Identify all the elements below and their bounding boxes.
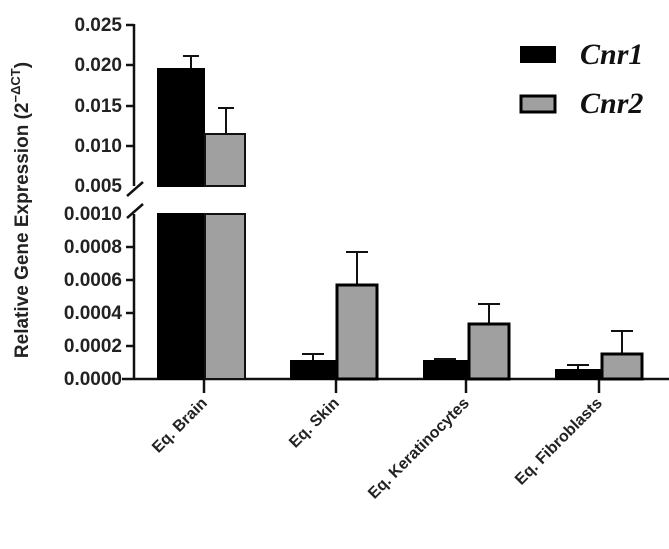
svg-text:0.025: 0.025	[74, 15, 122, 36]
svg-text:Eq. Skin: Eq. Skin	[286, 395, 343, 452]
y-ticks-upper: 0.005 0.010 0.015 0.020 0.025	[74, 15, 122, 197]
bar-cnr2-eq-brain	[204, 133, 246, 187]
bar-cnr2-eq-skin	[335, 283, 379, 381]
bar-cnr1-eq-skin	[290, 360, 337, 380]
svg-text:0.0004: 0.0004	[64, 303, 123, 324]
bar-group-eq-skin	[290, 251, 379, 381]
bar-cnr1-eq-brain	[157, 68, 205, 187]
bar-cnr2-eq-keratinocytes	[467, 322, 511, 381]
svg-text:0.0006: 0.0006	[64, 270, 122, 291]
svg-text:0.0008: 0.0008	[64, 237, 122, 258]
svg-text:0.020: 0.020	[74, 55, 122, 76]
bar-group-eq-brain	[157, 55, 246, 380]
legend-swatch-cnr2	[519, 94, 557, 114]
svg-text:Eq. Fibroblasts: Eq. Fibroblasts	[512, 395, 606, 489]
x-category-labels: Eq. Brain Eq. Skin Eq. Keratinocytes Eq.…	[149, 395, 606, 503]
bar-cnr2-eq-fibroblasts	[600, 352, 644, 381]
bar-group-eq-fibroblasts	[555, 330, 644, 381]
legend: Cnr1 Cnr2	[519, 38, 643, 120]
svg-text:0.0002: 0.0002	[64, 336, 122, 357]
axis-break-mark	[126, 181, 144, 197]
legend-label-cnr1: Cnr1	[580, 38, 643, 71]
bar-group-eq-keratinocytes	[423, 303, 511, 381]
axis-break-mark	[126, 203, 144, 219]
svg-text:0.0000: 0.0000	[64, 369, 122, 390]
legend-label-cnr2: Cnr2	[580, 87, 643, 120]
svg-text:Eq. Keratinocytes: Eq. Keratinocytes	[365, 395, 473, 503]
y-axis-upper	[126, 23, 144, 219]
svg-text:0.0010: 0.0010	[64, 204, 122, 225]
legend-swatch-cnr1	[520, 46, 556, 63]
y-axis-label: Relative Gene Expression (2−ΔCT)	[8, 62, 33, 358]
y-ticks-lower: 0.0000 0.0002 0.0004 0.0006 0.0008 0.001…	[64, 204, 123, 390]
svg-text:0.010: 0.010	[74, 136, 122, 157]
x-ticks	[202, 379, 601, 393]
svg-text:0.015: 0.015	[74, 96, 122, 117]
svg-text:0.005: 0.005	[74, 176, 122, 197]
bar-cnr1-eq-keratinocytes	[423, 360, 470, 380]
bar-cnr1-eq-fibroblasts	[555, 369, 602, 380]
svg-text:Eq. Brain: Eq. Brain	[149, 395, 211, 457]
